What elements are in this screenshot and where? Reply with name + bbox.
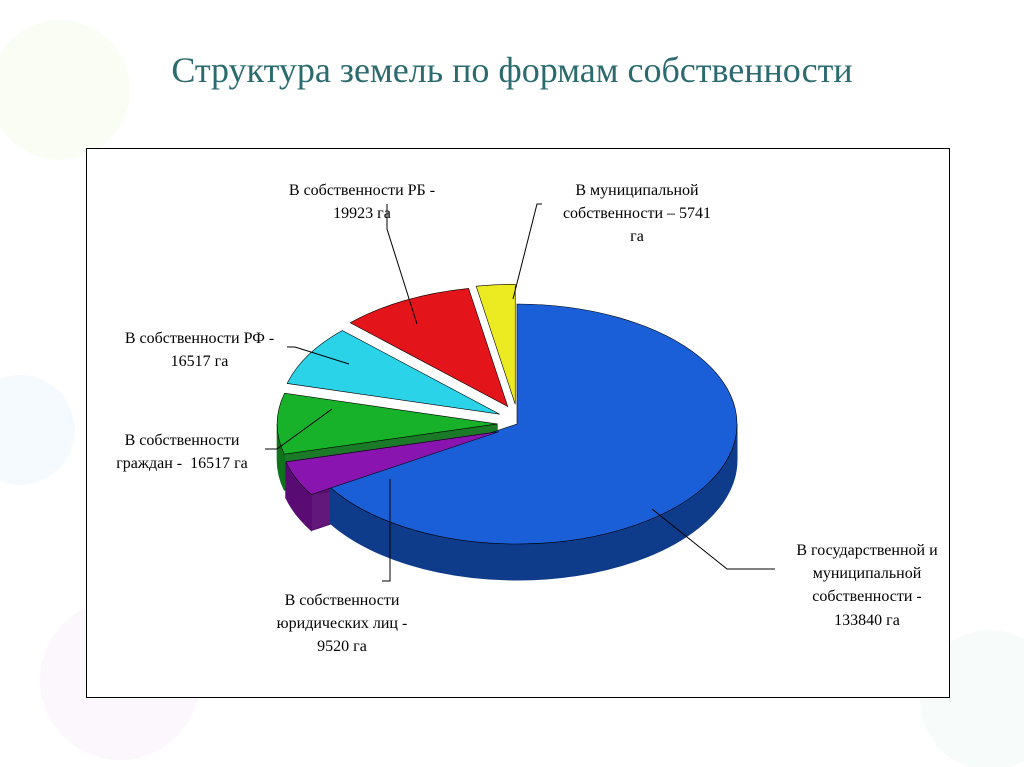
leader-municipal_only [513,204,542,299]
pie-chart-frame: В государственной и муниципальной собств… [86,148,950,698]
label-state_municipal: В государственной и муниципальной собств… [777,539,957,632]
label-rb: В собственности РБ - 19923 га [267,179,457,225]
label-rf: В собственности РФ - 16517 га [112,327,287,373]
label-municipal_only: В муниципальной собственности – 5741 га [542,179,732,249]
label-legal_entities: В собственности юридических лиц - 9520 г… [257,589,427,659]
slide-title: Структура земель по формам собственности [0,50,1024,91]
label-citizens: В собственности граждан - 16517 га [97,429,267,475]
